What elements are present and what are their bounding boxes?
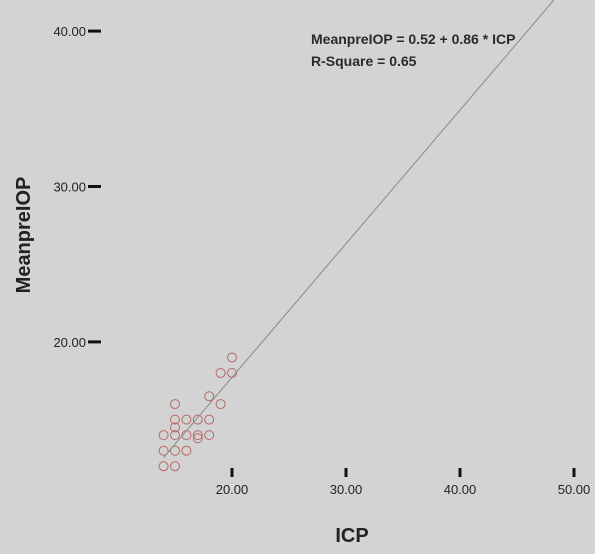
- data-point-14: [192, 433, 203, 444]
- y-tick-mark-1: [88, 184, 101, 188]
- y-axis-title: MeanpreIOP: [13, 177, 35, 294]
- data-point-1: [158, 445, 169, 456]
- data-point-3: [170, 399, 180, 410]
- data-point-13: [192, 430, 203, 441]
- y-tick-label-2: 40.00: [53, 24, 86, 39]
- data-point-2: [158, 461, 169, 472]
- data-point-15: [204, 391, 215, 402]
- y-tick-label-1: 30.00: [53, 179, 86, 194]
- data-point-11: [181, 445, 192, 456]
- x-axis-title: ICP: [335, 525, 368, 547]
- x-tick-label-1: 30.00: [330, 482, 363, 497]
- data-point-4: [170, 414, 180, 425]
- data-point-7: [170, 445, 180, 456]
- x-tick-mark-1: [344, 468, 348, 477]
- x-tick-label-3: 50.00: [558, 482, 591, 497]
- data-point-17: [204, 430, 215, 441]
- x-axis-ticks: 20.00 30.00 40.00 50.00: [216, 468, 591, 497]
- data-point-8: [170, 461, 180, 472]
- data-point-16: [204, 414, 215, 425]
- y-axis-ticks: 20.00 30.00 40.00: [53, 24, 101, 350]
- x-tick-mark-3: [572, 468, 576, 477]
- y-tick-mark-0: [88, 340, 101, 344]
- x-tick-mark-0: [230, 468, 234, 477]
- data-point-12: [192, 414, 203, 425]
- y-tick-mark-2: [88, 29, 101, 33]
- data-points: [158, 352, 237, 472]
- data-point-9: [181, 414, 192, 425]
- x-tick-mark-2: [458, 468, 462, 477]
- data-point-19: [215, 399, 226, 410]
- x-tick-label-0: 20.00: [216, 482, 249, 497]
- annotation-r-square: R-Square = 0.65: [311, 53, 417, 69]
- y-tick-label-0: 20.00: [53, 335, 86, 350]
- data-point-5: [170, 422, 180, 433]
- data-point-20: [227, 352, 237, 363]
- data-point-6: [170, 430, 180, 441]
- data-point-0: [158, 430, 169, 441]
- data-point-18: [215, 367, 226, 378]
- x-tick-label-2: 40.00: [444, 482, 477, 497]
- fit-line: [163, 0, 555, 458]
- annotation-equation: MeanpreIOP = 0.52 + 0.86 * ICP: [311, 31, 515, 47]
